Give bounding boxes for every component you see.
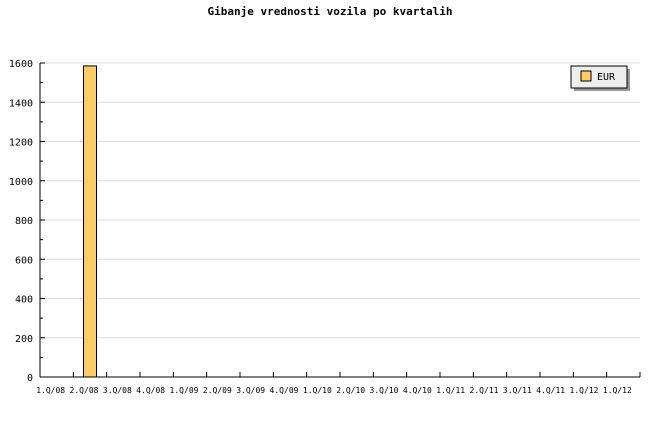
x-tick-label: 2.Q/08 xyxy=(70,386,99,395)
bar-2.Q/08 xyxy=(83,65,97,378)
y-tick-label: 600 xyxy=(15,255,33,266)
x-tick-label: 2.Q/11 xyxy=(470,386,499,395)
legend-swatch xyxy=(580,70,592,82)
x-tick-label: 1.Q/12 xyxy=(570,386,599,395)
x-tick-label: 2.Q/10 xyxy=(336,386,365,395)
x-tick-label: 1.Q/12 xyxy=(603,386,632,395)
axes xyxy=(39,62,641,378)
x-tick-label: 4.Q/09 xyxy=(270,386,299,395)
x-tick-label: 3.Q/08 xyxy=(103,386,132,395)
gridlines xyxy=(40,62,640,339)
x-tick-label: 1.Q/11 xyxy=(436,386,465,395)
y-tick-label: 1200 xyxy=(9,138,33,149)
x-tick-label: 3.Q/11 xyxy=(503,386,532,395)
bars xyxy=(83,65,97,378)
y-tick-label: 200 xyxy=(15,334,33,345)
x-tick-labels: 1.Q/08 2.Q/08 3.Q/08 4.Q/08 1.Q/09 2.Q/09 3.Q/… xyxy=(36,386,632,395)
x-tick-label: 3.Q/10 xyxy=(370,386,399,395)
x-tick-label: 3.Q/09 xyxy=(236,386,265,395)
legend: EUR xyxy=(570,65,630,91)
y-tick-label: 1400 xyxy=(9,98,33,109)
y-tick-label: 1600 xyxy=(9,59,33,70)
chart-title: Gibanje vrednosti vozila po kvartalih xyxy=(207,5,452,18)
x-tick-label: 1.Q/09 xyxy=(170,386,199,395)
x-tick-label: 4.Q/10 xyxy=(403,386,432,395)
y-tick-label: 0 xyxy=(27,373,33,384)
y-tick-label: 800 xyxy=(15,216,33,227)
x-tick-label: 2.Q/09 xyxy=(203,386,232,395)
y-tick-label: 400 xyxy=(15,295,33,306)
x-tick-label: 4.Q/08 xyxy=(136,386,165,395)
y-tick-labels: 0 200 400 600 800 1000 1200 1400 1600 xyxy=(9,59,33,384)
legend-label: EUR xyxy=(597,72,616,83)
x-tick-label: 1.Q/10 xyxy=(303,386,332,395)
y-tick-label: 1000 xyxy=(9,177,33,188)
x-tick-label: 1.Q/08 xyxy=(36,386,65,395)
x-tick-label: 4.Q/11 xyxy=(536,386,565,395)
